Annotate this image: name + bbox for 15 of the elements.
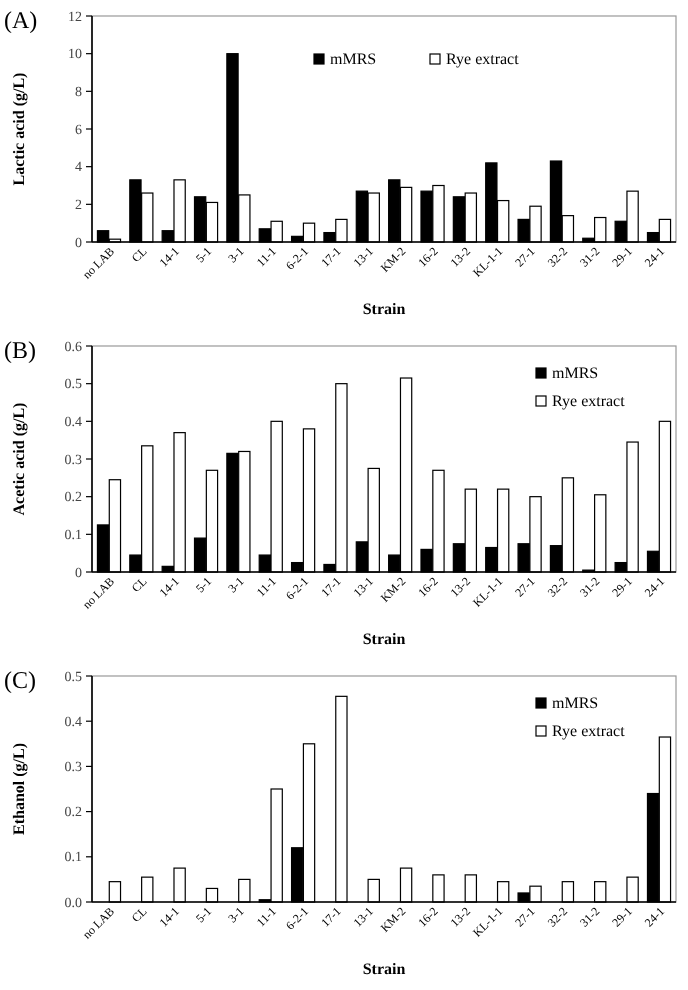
y-axis-title: Ethanol (g/L) — [10, 742, 28, 836]
chart-title: (A) — [4, 6, 38, 34]
legend-label: mMRS — [330, 50, 377, 68]
legend-label: mMRS — [552, 364, 599, 382]
y-axis-title: Lactic acid (g/L) — [10, 71, 28, 186]
legend-label: Rye extract — [446, 50, 521, 68]
legend-label: Rye extract — [552, 722, 627, 740]
chart-title: (C) — [4, 666, 36, 694]
x-axis-title: Strain — [362, 300, 407, 318]
legend-label: Rye extract — [552, 392, 627, 410]
chart-title: (B) — [4, 336, 36, 364]
legend-label: mMRS — [552, 694, 599, 712]
y-axis-title: Acetic acid (g/L) — [10, 401, 28, 516]
x-axis-title: Strain — [362, 630, 407, 648]
x-axis-title: Strain — [362, 960, 407, 978]
